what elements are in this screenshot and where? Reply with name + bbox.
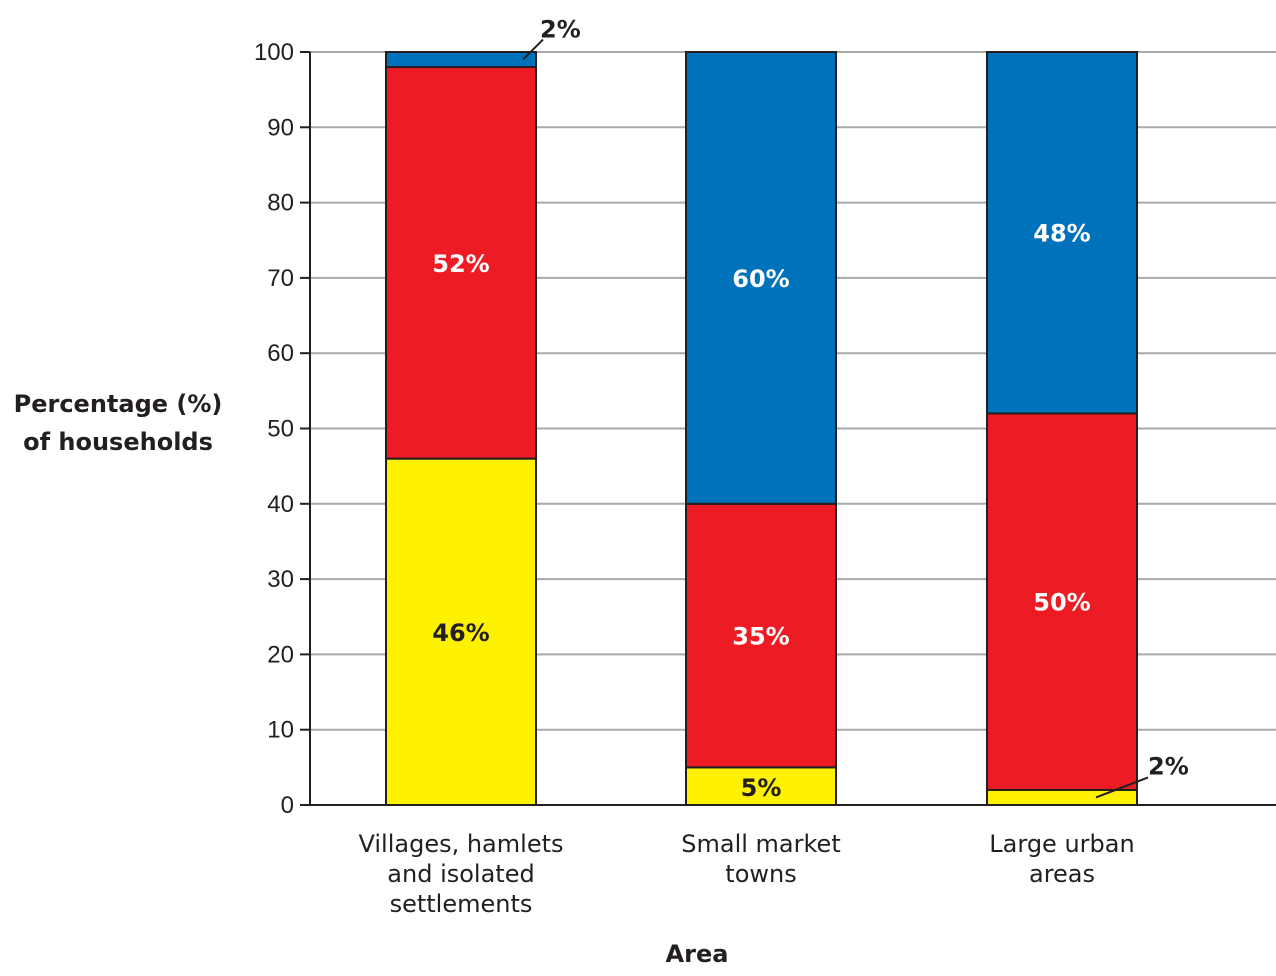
- y-tick-label: 80: [267, 190, 294, 217]
- y-tick-label: 30: [267, 566, 294, 593]
- y-tick-label: 50: [267, 416, 294, 443]
- data-label: 48%: [1033, 220, 1090, 248]
- y-tick-label: 70: [267, 265, 294, 292]
- y-tick-label: 20: [267, 641, 294, 668]
- leader-line: [1095, 776, 1149, 799]
- y-tick-label: 40: [267, 491, 294, 518]
- data-label: 50%: [1033, 589, 1090, 617]
- y-axis-title-line-1: Percentage (%): [14, 390, 223, 418]
- bar-segment: [685, 51, 837, 505]
- data-label: 60%: [732, 265, 789, 293]
- bars: [385, 51, 1138, 807]
- data-label: 35%: [732, 623, 789, 651]
- x-category-label: settlements: [390, 890, 533, 918]
- y-axis-title-line-2: of households: [23, 428, 213, 456]
- bar-segment: [385, 66, 537, 460]
- data-label: 5%: [741, 774, 782, 802]
- x-axis-title: Area: [666, 940, 729, 968]
- data-label: 52%: [432, 250, 489, 278]
- data-label: 2%: [1148, 752, 1189, 780]
- data-labels: 46% 52% 2% 5% 35% 60% 2% 50% 48%: [432, 16, 1188, 803]
- y-tick-label: 0: [281, 792, 294, 819]
- x-category-label: Small market: [681, 830, 840, 858]
- x-category-label: Large urban: [989, 830, 1134, 858]
- y-axis-ticks: 0 10 20 30 40 50 60 70 80 90 100: [254, 39, 310, 819]
- y-tick-label: 10: [267, 717, 294, 744]
- leader-line: [522, 38, 544, 61]
- y-tick-label: 60: [267, 340, 294, 367]
- x-category-label: areas: [1029, 860, 1095, 888]
- x-category-label: towns: [725, 860, 796, 888]
- bar-segment: [986, 788, 1138, 807]
- bar-segment: [986, 412, 1138, 791]
- x-category-label: and isolated: [387, 860, 534, 888]
- data-label: 46%: [432, 619, 489, 647]
- data-label: 2%: [540, 16, 581, 44]
- bar-segment: [385, 457, 537, 806]
- y-tick-label: 90: [267, 114, 294, 141]
- bar-segment: [986, 51, 1138, 415]
- bar-segment: [385, 51, 537, 69]
- y-tick-label: 100: [254, 39, 294, 66]
- x-category-label: Villages, hamlets: [358, 830, 563, 858]
